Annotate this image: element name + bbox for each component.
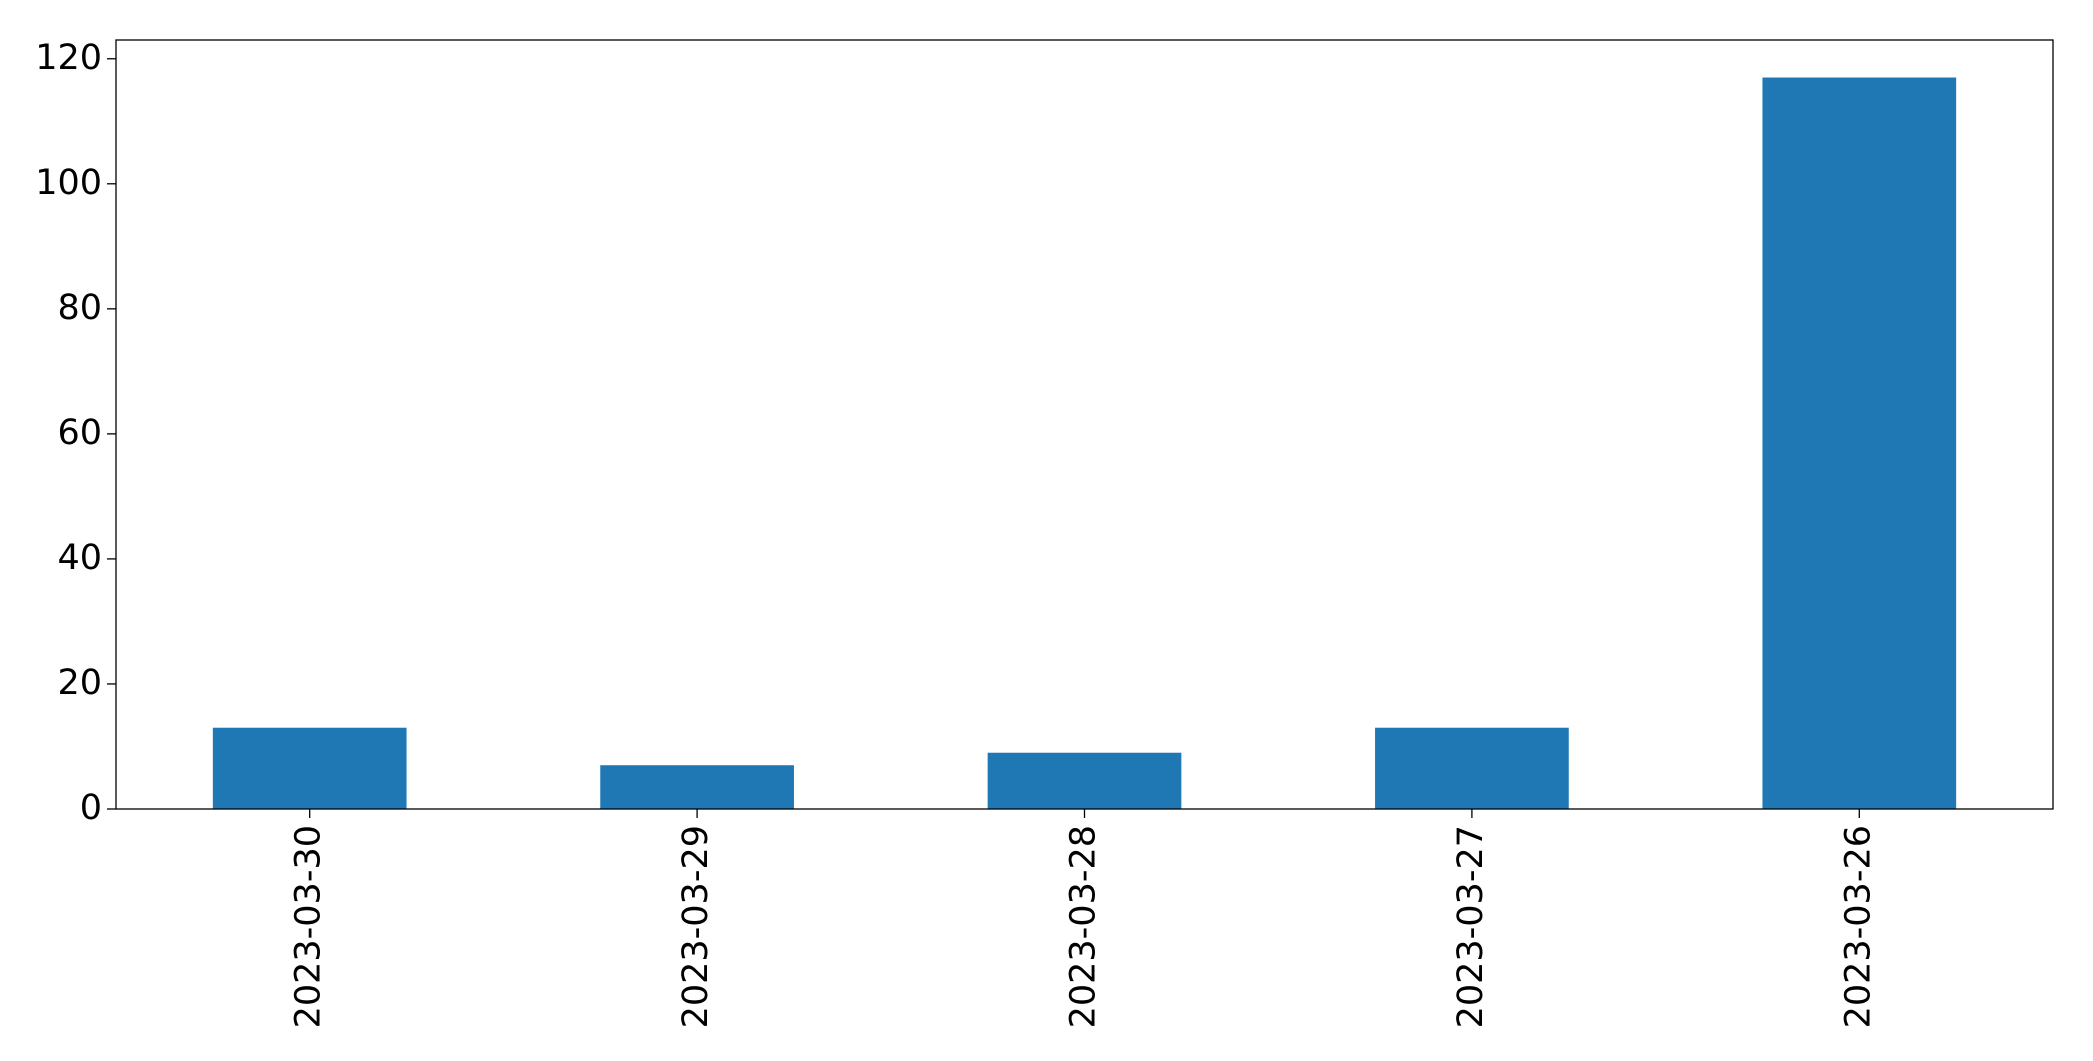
bar [212, 727, 407, 809]
y-tick-label: 60 [57, 413, 102, 453]
y-tick-label: 40 [57, 538, 102, 578]
bar [600, 765, 794, 809]
x-tick-label: 2023-03-29 [676, 825, 716, 1028]
y-tick-label: 20 [57, 663, 102, 703]
y-tick-label: 120 [35, 38, 102, 78]
x-tick-label: 2023-03-27 [1451, 825, 1491, 1028]
bar [1762, 77, 1957, 809]
bar [1375, 727, 1569, 809]
x-tick-label: 2023-03-26 [1838, 825, 1878, 1028]
x-tick-label: 2023-03-30 [289, 825, 329, 1028]
y-tick-label: 100 [35, 163, 102, 203]
bar [987, 752, 1182, 809]
y-tick-label: 0 [80, 788, 102, 828]
x-tick-label: 2023-03-28 [1064, 825, 1104, 1028]
plot-frame [115, 39, 2054, 810]
y-tick-label: 80 [57, 288, 102, 328]
